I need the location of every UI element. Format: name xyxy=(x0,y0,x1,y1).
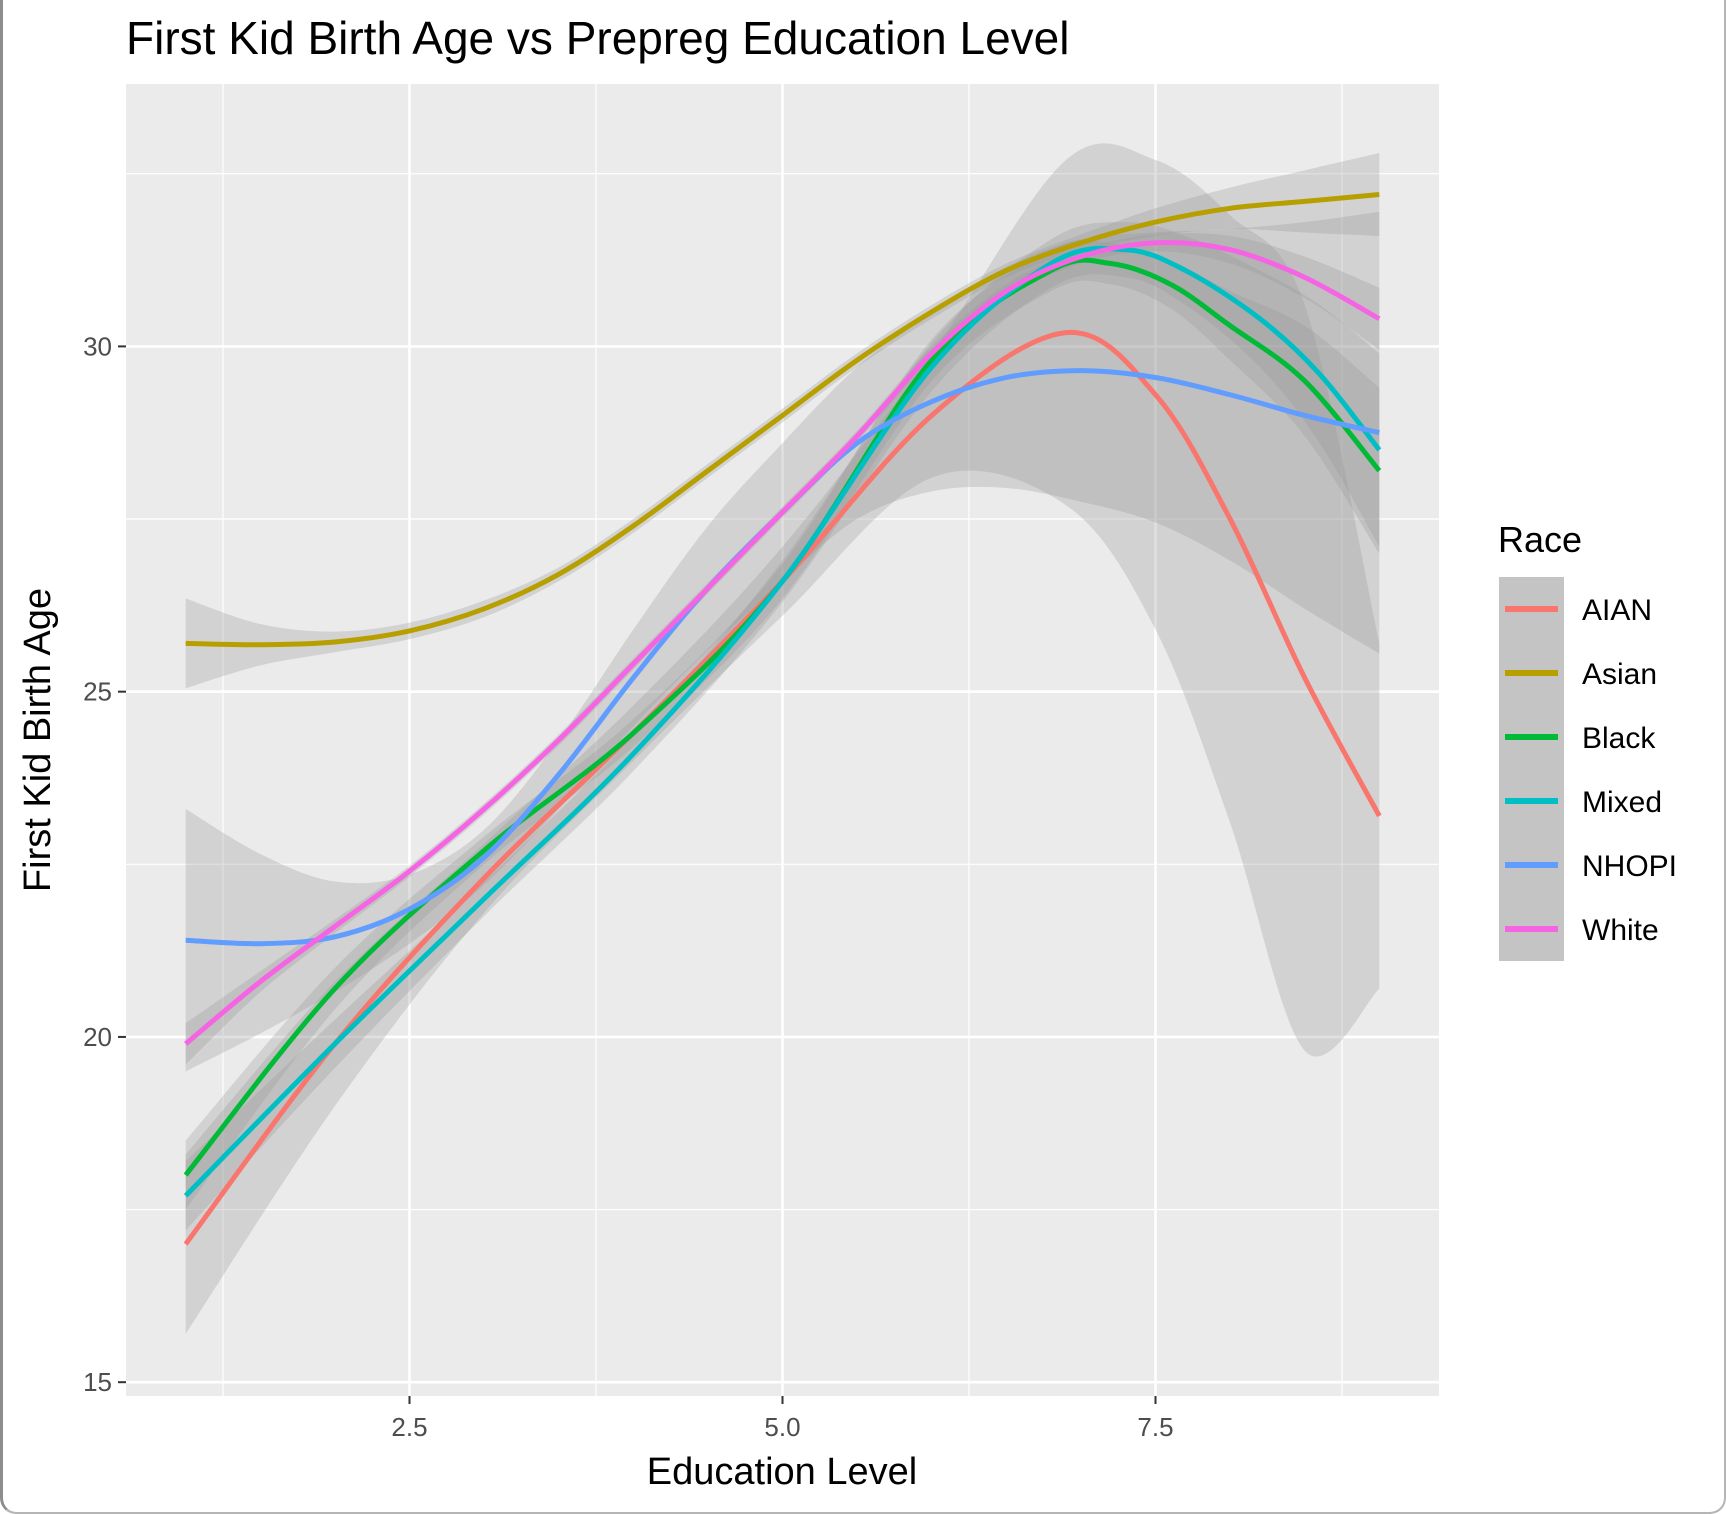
y-axis: 15 20 25 30 xyxy=(83,331,126,1397)
legend-label: AIAN xyxy=(1582,594,1652,627)
legend-item-aian: AIAN xyxy=(1499,577,1652,641)
legend-label: NHOPI xyxy=(1582,850,1677,883)
legend-label: White xyxy=(1582,914,1659,947)
legend: Race AIAN Asian Black Mixed NHOPI White xyxy=(1498,519,1677,961)
chart-title: First Kid Birth Age vs Prepreg Education… xyxy=(126,12,1069,64)
line-mixed xyxy=(183,245,1382,1198)
x-tick-label: 5.0 xyxy=(764,1412,800,1442)
band-asian xyxy=(185,153,1380,689)
y-tick-label: 15 xyxy=(83,1367,112,1397)
y-axis-title: First Kid Birth Age xyxy=(17,588,59,892)
line-white xyxy=(184,240,1381,1046)
legend-item-black: Black xyxy=(1499,705,1656,769)
series-lines xyxy=(183,191,1382,1246)
y-tick-label: 25 xyxy=(83,677,112,707)
legend-item-white: White xyxy=(1499,897,1659,961)
band-aian xyxy=(185,143,1380,1334)
legend-label: Mixed xyxy=(1582,786,1662,819)
legend-title: Race xyxy=(1498,519,1582,560)
band-mixed xyxy=(185,222,1380,1231)
legend-item-asian: Asian xyxy=(1499,641,1657,705)
legend-label: Asian xyxy=(1582,658,1657,691)
y-tick-label: 30 xyxy=(83,331,112,361)
x-axis-title: Education Level xyxy=(647,1451,917,1493)
line-aian xyxy=(183,329,1382,1246)
band-black xyxy=(185,239,1380,1210)
legend-item-mixed: Mixed xyxy=(1499,769,1662,833)
x-axis: 2.5 5.0 7.5 xyxy=(391,1396,1174,1442)
y-tick-label: 20 xyxy=(83,1022,112,1052)
line-asian xyxy=(185,191,1380,648)
line-black xyxy=(183,257,1382,1177)
legend-item-nhopi: NHOPI xyxy=(1499,833,1677,897)
grid-major xyxy=(126,84,1439,1396)
x-tick-label: 7.5 xyxy=(1137,1412,1173,1442)
legend-label: Black xyxy=(1582,722,1656,755)
x-tick-label: 2.5 xyxy=(391,1412,427,1442)
